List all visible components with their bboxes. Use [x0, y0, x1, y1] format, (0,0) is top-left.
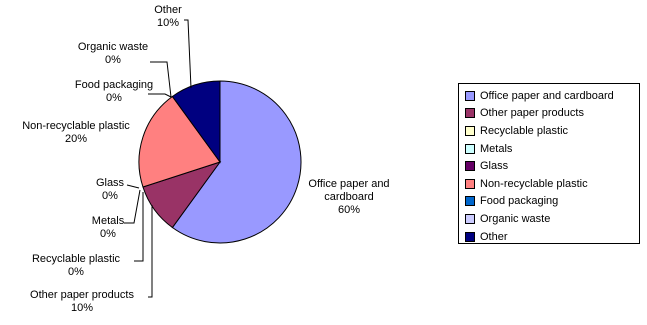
legend-swatch [465, 108, 475, 119]
slice-value-label: 0% [68, 266, 84, 278]
slice-value-label: 10% [71, 302, 93, 314]
leader-line [126, 184, 140, 189]
legend-swatch [465, 143, 475, 154]
legend-swatch [465, 213, 475, 224]
slice-value-label: 10% [157, 17, 179, 29]
legend-item: Recyclable plastic [465, 122, 639, 140]
slice-name-label: Glass [96, 177, 125, 189]
slice-name-label: Organic waste [78, 41, 148, 53]
leader-line [148, 205, 153, 298]
legend-item: Other [465, 228, 639, 246]
legend-swatch [465, 196, 475, 207]
slice-value-label: 0% [106, 92, 122, 104]
legend-item: Food packaging [465, 193, 639, 211]
legend-swatch [465, 90, 475, 101]
legend-label: Food packaging [480, 195, 559, 208]
legend-label: Office paper and cardboard [480, 89, 614, 102]
slice-name-label: Metals [92, 215, 125, 227]
slice-name-label: Food packaging [75, 79, 153, 91]
legend-item: Office paper and cardboard [465, 87, 639, 105]
slice-value-label: 0% [102, 190, 118, 202]
legend-label: Metals [480, 142, 513, 155]
slice-name-label: Other [154, 4, 182, 16]
legend-swatch [465, 231, 475, 242]
legend-label: Other [480, 230, 508, 243]
legend-item: Other paper products [465, 105, 639, 123]
legend-swatch [465, 125, 475, 136]
pie-slice-8 [171, 80, 221, 164]
leader-line [124, 189, 141, 224]
legend-swatch [465, 178, 475, 189]
slice-value-label: 0% [105, 54, 121, 66]
pie-slice-0 [171, 80, 302, 244]
pie-slices [138, 80, 302, 244]
pie-slice-5 [138, 95, 221, 188]
slice-name-label: cardboard [324, 191, 374, 203]
leader-line [148, 93, 172, 98]
slice-value-label: 0% [100, 228, 116, 240]
slice-name-label: Office paper and [308, 178, 389, 190]
leader-line [134, 192, 144, 262]
legend-item: Organic waste [465, 210, 639, 228]
legend-label: Other paper products [480, 107, 584, 120]
leader-line [150, 61, 172, 98]
legend-swatch [465, 161, 475, 172]
legend-item: Metals [465, 140, 639, 158]
legend-label: Glass [480, 160, 509, 173]
legend: Office paper and cardboard Other paper pr… [458, 83, 640, 244]
legend-label: Recyclable plastic [480, 124, 569, 137]
legend-item: Glass [465, 157, 639, 175]
slice-name-label: Other paper products [30, 289, 134, 301]
legend-label: Non-recyclable plastic [480, 177, 588, 190]
slice-value-label: 60% [338, 204, 360, 216]
slice-name-label: Recyclable plastic [32, 253, 121, 265]
legend-label: Organic waste [480, 212, 551, 225]
leader-lines [124, 19, 192, 298]
slice-value-label: 20% [65, 133, 87, 145]
legend-item: Non-recyclable plastic [465, 175, 639, 193]
slice-name-label: Non-recyclable plastic [22, 120, 130, 132]
leader-line [184, 19, 192, 89]
